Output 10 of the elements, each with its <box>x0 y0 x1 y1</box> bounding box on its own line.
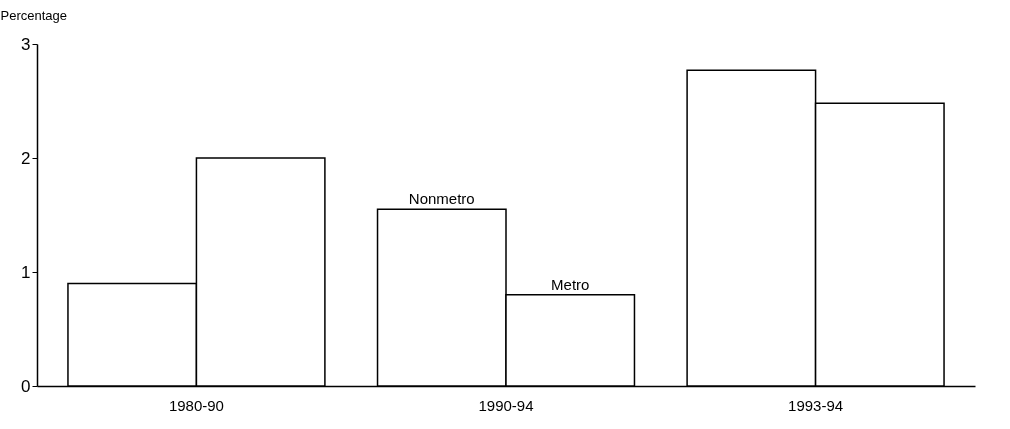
y-tick-label: 3 <box>21 34 31 54</box>
series-label: Nonmetro <box>408 190 475 208</box>
y-tick-label: 1 <box>21 262 31 282</box>
x-tick-label: 1990-94 <box>478 396 534 414</box>
y-axis-title: Percentage <box>0 7 67 23</box>
y-tick-label: 0 <box>21 376 31 396</box>
x-tick-label: 1993-94 <box>788 396 844 414</box>
series-label: Metro <box>551 275 590 293</box>
x-tick-label: 1980-90 <box>168 396 224 414</box>
y-tick-label: 2 <box>21 148 31 168</box>
